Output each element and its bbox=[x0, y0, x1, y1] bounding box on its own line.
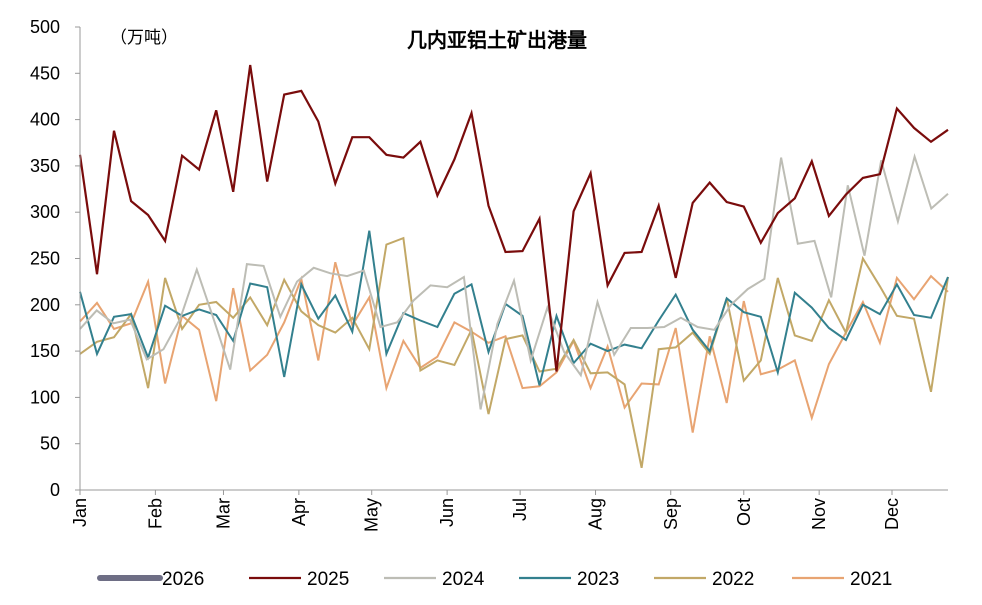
x-tick-label: May bbox=[362, 498, 382, 532]
x-tick-label: Oct bbox=[734, 498, 754, 526]
x-tick-label: Dec bbox=[882, 498, 902, 530]
y-tick-label: 400 bbox=[30, 110, 60, 130]
series-group bbox=[78, 64, 949, 468]
x-tick-label: Nov bbox=[809, 498, 829, 530]
series-line-2025 bbox=[78, 64, 949, 372]
legend-label-2025: 2025 bbox=[307, 569, 349, 590]
y-tick-label: 300 bbox=[30, 202, 60, 222]
series-line-2022 bbox=[79, 236, 949, 468]
chart-title: 几内亚铝土矿出港量 bbox=[407, 28, 587, 52]
series-line-2021 bbox=[79, 261, 949, 433]
x-axis: Jan Feb Mar Apr May Jun Jul Aug Sep Oct Nov Dec bbox=[70, 490, 902, 532]
y-tick-label: 500 bbox=[30, 17, 60, 37]
x-tick-label: Feb bbox=[145, 498, 165, 529]
legend-label-2023: 2023 bbox=[577, 569, 619, 590]
legend: 2026 2025 2024 2023 2022 2021 bbox=[97, 569, 892, 590]
y-tick-label: 0 bbox=[50, 480, 60, 500]
legend-label-2021: 2021 bbox=[850, 569, 892, 590]
y-tick-label: 100 bbox=[30, 387, 60, 407]
x-tick-label: Mar bbox=[213, 498, 233, 529]
x-tick-label: Sep bbox=[661, 498, 681, 530]
y-tick-label: 250 bbox=[30, 249, 60, 269]
y-tick-label: 350 bbox=[30, 156, 60, 176]
y-tick-label: 150 bbox=[30, 341, 60, 361]
x-tick-label: Aug bbox=[586, 498, 606, 530]
legend-label-2026: 2026 bbox=[162, 569, 204, 590]
y-tick-label: 200 bbox=[30, 295, 60, 315]
y-axis: 0 50 100 150 200 250 300 350 400 450 500 bbox=[30, 17, 80, 500]
x-tick-label: Jul bbox=[510, 498, 530, 521]
y-tick-label: 50 bbox=[40, 434, 60, 454]
series-line-2023 bbox=[79, 230, 949, 386]
y-tick-label: 450 bbox=[30, 63, 60, 83]
legend-label-2024: 2024 bbox=[442, 569, 485, 590]
x-tick-label: Apr bbox=[289, 498, 309, 526]
legend-label-2022: 2022 bbox=[712, 569, 754, 590]
unit-label: （万吨） bbox=[110, 28, 178, 48]
series-line-2024 bbox=[79, 153, 949, 410]
x-tick-label: Jan bbox=[70, 498, 90, 527]
x-tick-label: Jun bbox=[437, 498, 457, 527]
